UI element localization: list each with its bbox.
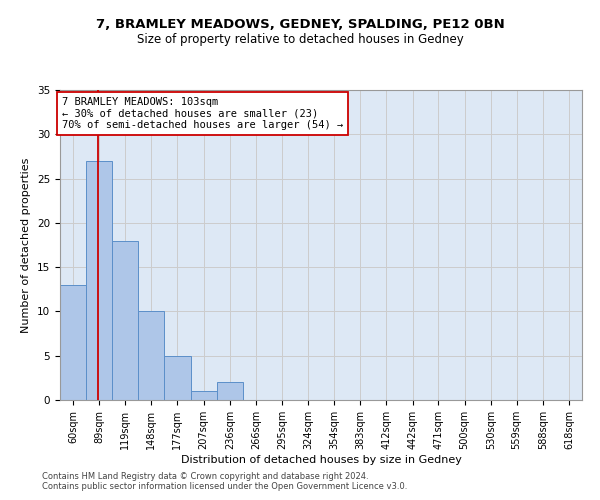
Text: Size of property relative to detached houses in Gedney: Size of property relative to detached ho… bbox=[137, 32, 463, 46]
Bar bbox=[217, 382, 243, 400]
Text: Contains HM Land Registry data © Crown copyright and database right 2024.: Contains HM Land Registry data © Crown c… bbox=[42, 472, 368, 481]
Bar bbox=[191, 391, 217, 400]
Text: 7 BRAMLEY MEADOWS: 103sqm
← 30% of detached houses are smaller (23)
70% of semi-: 7 BRAMLEY MEADOWS: 103sqm ← 30% of detac… bbox=[62, 97, 343, 130]
Bar bbox=[164, 356, 191, 400]
Bar bbox=[60, 285, 86, 400]
X-axis label: Distribution of detached houses by size in Gedney: Distribution of detached houses by size … bbox=[181, 454, 461, 464]
Y-axis label: Number of detached properties: Number of detached properties bbox=[22, 158, 31, 332]
Text: 7, BRAMLEY MEADOWS, GEDNEY, SPALDING, PE12 0BN: 7, BRAMLEY MEADOWS, GEDNEY, SPALDING, PE… bbox=[95, 18, 505, 30]
Bar bbox=[138, 312, 164, 400]
Bar bbox=[112, 240, 138, 400]
Bar bbox=[86, 161, 112, 400]
Text: Contains public sector information licensed under the Open Government Licence v3: Contains public sector information licen… bbox=[42, 482, 407, 491]
